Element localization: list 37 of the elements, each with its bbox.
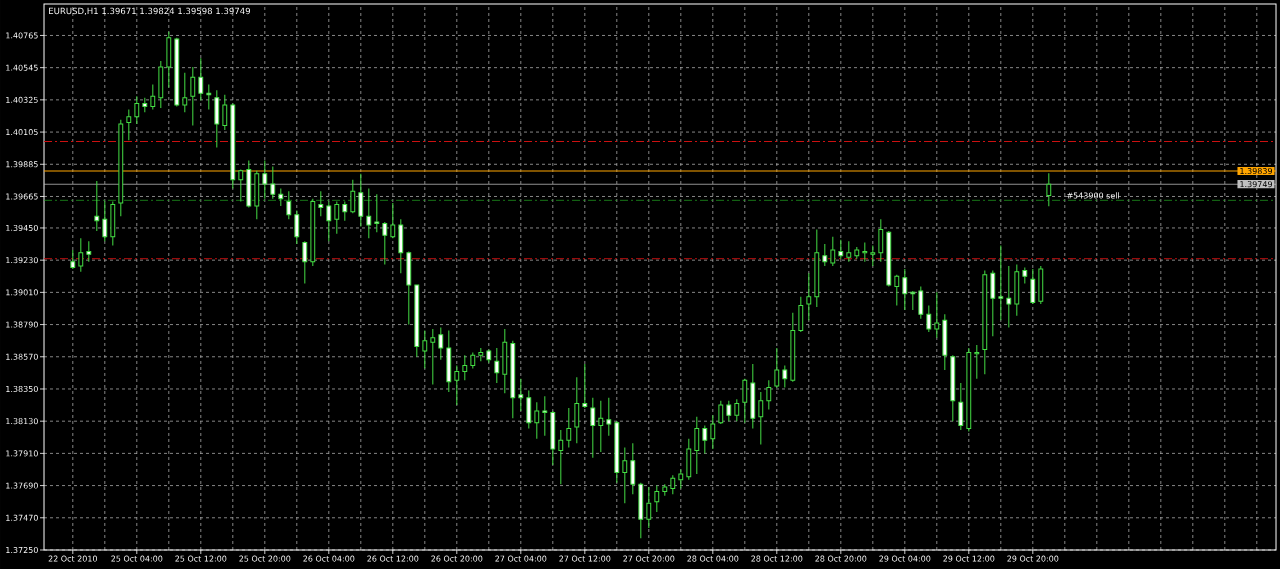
- x-tick-label: 29 Oct 12:00: [943, 555, 995, 562]
- y-tick-label: 1.40105: [6, 129, 38, 136]
- y-tick-label: 1.38790: [6, 321, 38, 328]
- y-tick-label: 1.38130: [6, 418, 38, 425]
- x-tick-label: 28 Oct 20:00: [815, 555, 867, 562]
- y-tick-label: 1.39450: [6, 224, 38, 231]
- chart-title: EURUSD,H1 1.39671 1.39824 1.39598 1.39749: [49, 7, 250, 16]
- x-tick-label: 27 Oct 04:00: [495, 555, 547, 562]
- x-tick-label: 25 Oct 20:00: [239, 555, 291, 562]
- x-tick-label: 26 Oct 04:00: [303, 555, 355, 562]
- x-tick-label: 27 Oct 20:00: [623, 555, 675, 562]
- y-tick-label: 1.39885: [6, 161, 38, 168]
- y-tick-label: 1.39010: [6, 289, 38, 296]
- x-tick-label: 27 Oct 12:00: [559, 555, 611, 562]
- y-tick-label: 1.40325: [6, 96, 38, 103]
- y-tick-label: 1.40545: [6, 64, 38, 71]
- x-tick-label: 29 Oct 20:00: [1007, 555, 1059, 562]
- y-tick-label: 1.40765: [6, 32, 38, 39]
- x-tick-label: 25 Oct 12:00: [175, 555, 227, 562]
- y-tick-label: 1.38350: [6, 385, 38, 392]
- y-tick-label: 1.39665: [6, 193, 38, 200]
- x-tick-label: 26 Oct 12:00: [367, 555, 419, 562]
- y-tick-label: 1.37690: [6, 482, 38, 489]
- ref-line-label: #543900 sell: [1067, 192, 1119, 199]
- y-tick-label: 1.37910: [6, 450, 38, 457]
- x-tick-label: 28 Oct 04:00: [687, 555, 739, 562]
- x-tick-label: 29 Oct 04:00: [879, 555, 931, 562]
- y-tick-label: 1.38570: [6, 353, 38, 360]
- ref-line-label: 1.39749: [1240, 181, 1272, 188]
- x-tick-label: 22 Oct 2010: [48, 555, 97, 562]
- x-tick-label: 25 Oct 04:00: [111, 555, 163, 562]
- y-tick-label: 1.37250: [6, 546, 38, 554]
- ref-line-label: 1.39839: [1240, 167, 1272, 175]
- x-tick-label: 26 Oct 20:00: [431, 555, 483, 562]
- x-tick-label: 28 Oct 12:00: [751, 555, 803, 562]
- y-tick-label: 1.39230: [6, 257, 38, 264]
- y-tick-label: 1.37470: [6, 514, 38, 521]
